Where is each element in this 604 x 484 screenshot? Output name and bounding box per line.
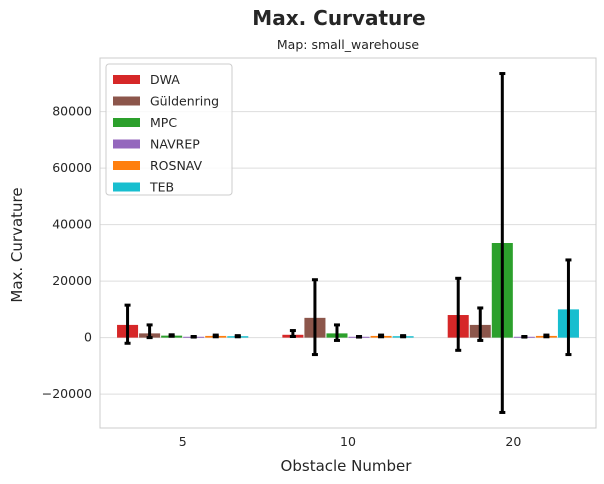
legend-label: TEB bbox=[149, 180, 174, 195]
x-tick-label: 20 bbox=[505, 434, 521, 449]
y-tick-label: 60000 bbox=[52, 160, 92, 175]
x-tick-label: 10 bbox=[340, 434, 356, 449]
y-tick-labels: −20000 0 20000 40000 60000 80000 bbox=[42, 104, 92, 401]
legend-swatch bbox=[113, 96, 140, 106]
legend-label: MPC bbox=[150, 115, 177, 130]
plot-frame bbox=[99, 57, 597, 429]
x-tick-labels: 5 10 20 bbox=[179, 434, 522, 449]
legend-swatch bbox=[113, 75, 140, 84]
legend-swatch bbox=[113, 118, 140, 127]
y-tick-label: 40000 bbox=[52, 217, 92, 232]
legend-swatch bbox=[113, 182, 140, 192]
legend-label: NAVREP bbox=[150, 137, 200, 152]
legend-label: Güldenring bbox=[150, 94, 219, 109]
legend-swatch bbox=[113, 161, 140, 170]
legend-label: DWA bbox=[150, 72, 180, 87]
y-tick-label: 20000 bbox=[52, 273, 92, 288]
bars bbox=[117, 243, 579, 338]
x-tick-label: 5 bbox=[179, 434, 187, 449]
x-axis-label: Obstacle Number bbox=[281, 457, 413, 475]
y-axis-label: Max. Curvature bbox=[8, 187, 26, 302]
y-tick-label: 0 bbox=[84, 330, 92, 345]
y-tick-label: 80000 bbox=[52, 104, 92, 119]
error-bars bbox=[124, 72, 572, 414]
chart-subtitle: Map: small_warehouse bbox=[277, 37, 420, 52]
legend-label: ROSNAV bbox=[150, 158, 203, 173]
chart-title: Max. Curvature bbox=[252, 6, 425, 30]
y-tick-label: −20000 bbox=[42, 386, 92, 401]
legend-swatch bbox=[113, 139, 140, 149]
legend: DWA Güldenring MPC NAVREP ROSNAV TEB bbox=[105, 63, 233, 196]
